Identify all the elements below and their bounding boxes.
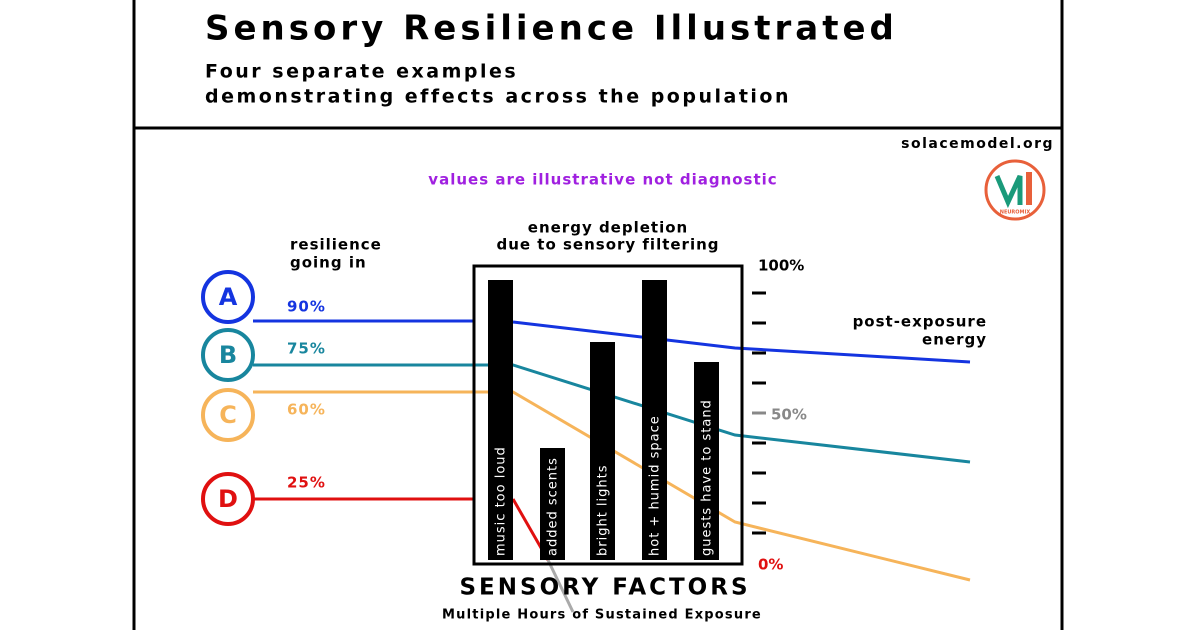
group-circle [201,388,255,442]
label: resilience [290,236,382,254]
factor-bar [488,280,513,560]
scale-label: 50% [771,406,807,424]
factor-bar [642,280,667,560]
group-percent: 90% [287,298,326,316]
factor-bar [694,362,719,560]
factor-label: added scents [546,457,561,556]
factor-label: music too loud [494,446,509,556]
label: going in [290,254,367,272]
group-circle [201,472,255,526]
group-letter: A [219,283,238,311]
subtitle: Four separate examples [205,61,518,83]
line-a [512,320,971,364]
group-percent: 60% [287,401,326,419]
group-percent: 25% [287,474,326,492]
group-letter: C [219,401,237,429]
footer-subtitle: Multiple Hours of Sustained Exposure [442,608,762,623]
group-circle [201,328,255,382]
scale [752,291,766,535]
group-letter: D [218,485,238,513]
factor-bar [540,448,565,560]
title: Sensory Resilience Illustrated [205,9,898,49]
line-c [253,390,971,582]
line-b [253,363,971,464]
group-percent: 75% [287,340,326,358]
logo: NEUROMIX [984,159,1046,221]
logo-mark [994,174,1023,209]
label: energy depletion [528,219,688,237]
label: due to sensory filtering [496,236,719,254]
scale-label: 0% [758,556,783,574]
group-letter: B [219,341,237,369]
label: post-exposure [853,313,987,331]
factor-box [472,264,744,566]
group-circle [201,270,255,324]
footer-title: SENSORY FACTORS [459,575,750,601]
subtitle: demonstrating effects across the populat… [205,86,791,108]
scale-label: 100% [758,257,804,275]
factor-bar [590,342,615,560]
source: solacemodel.org [901,136,1054,152]
note: values are illustrative not diagnostic [428,171,777,189]
factor-label: guests have to stand [700,399,715,556]
factor-label: bright lights [596,464,611,556]
line-d [546,559,575,613]
label: energy [922,331,987,349]
logo-text: NEUROMIX [1000,210,1031,216]
factor-label: hot + humid space [648,415,663,556]
